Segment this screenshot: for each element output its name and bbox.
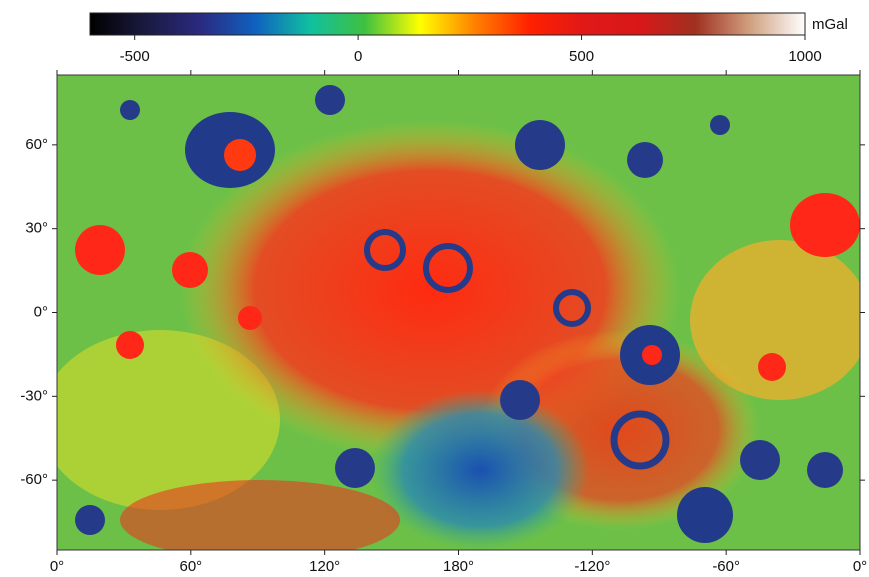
colorbar-tick-label: 1000 xyxy=(788,48,821,65)
y-tick-label: 60° xyxy=(25,136,48,153)
gravity-map xyxy=(40,75,869,560)
x-tick-label: 180° xyxy=(443,558,474,575)
x-tick-label: -60° xyxy=(712,558,740,575)
colorbar-tick-label: -500 xyxy=(120,48,150,65)
colorbar-tick-label: 500 xyxy=(569,48,594,65)
colorbar-tick-label: 0 xyxy=(354,48,362,65)
x-tick-label: 120° xyxy=(309,558,340,575)
colorbar-unit: mGal xyxy=(812,16,848,33)
x-tick-label: 0° xyxy=(50,558,64,575)
y-tick-label: 0° xyxy=(34,303,48,320)
x-tick-label: -120° xyxy=(574,558,610,575)
y-tick-label: 30° xyxy=(25,220,48,237)
x-tick-label: 60° xyxy=(179,558,202,575)
y-tick-label: -60° xyxy=(20,471,48,488)
y-tick-label: -30° xyxy=(20,387,48,404)
figure: mGal -500 0 500 1000 0° 60° 120° 180° -120° -60° 0… xyxy=(0,0,869,577)
x-tick-label: 0° xyxy=(853,558,867,575)
colorbar xyxy=(90,13,805,35)
